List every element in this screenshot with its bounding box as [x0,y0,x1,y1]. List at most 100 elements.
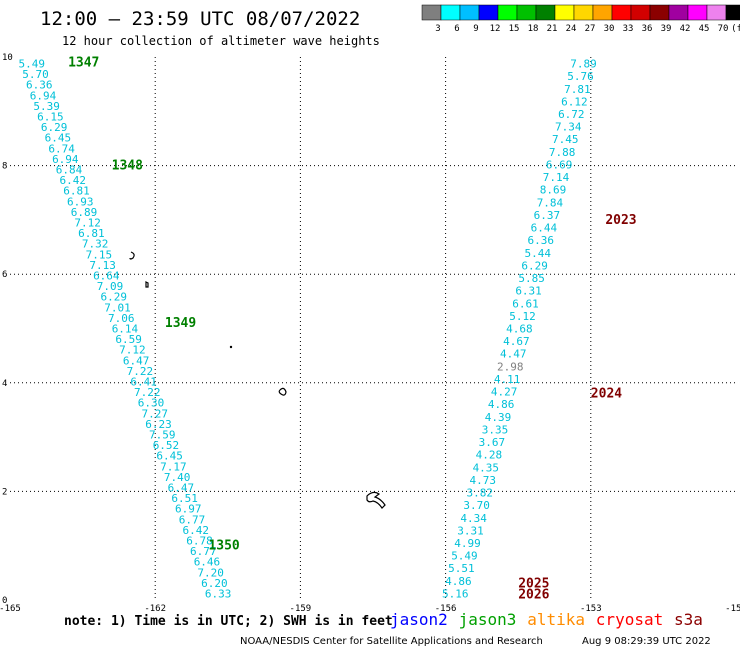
colorbar-label: 6 [454,24,459,34]
colorbar-label: 12 [490,24,501,34]
swh-value: 7.15 [86,248,113,261]
x-tick-label: -162 [144,604,166,614]
swh-value: 4.35 [473,461,500,474]
swh-value: 5.39 [33,100,60,113]
swh-value: 2.98 [497,360,524,373]
swh-value: 7.40 [164,471,191,484]
swh-value: 6.77 [190,545,217,558]
colorbar-label: 36 [642,24,653,34]
swh-value: 5.16 [442,587,469,600]
island-outline [366,491,386,509]
colorbar-label: 15 [509,24,520,34]
swh-value: 6.93 [67,195,94,208]
orbit-label: 2024 [591,387,622,402]
swh-value: 5.12 [509,310,536,323]
swh-value: 6.97 [175,503,202,516]
island-outline [145,281,149,288]
swh-value: 6.69 [546,158,573,171]
swh-value: 6.77 [179,513,206,526]
swh-value: 7.27 [142,407,169,420]
swh-value: 5.49 [19,58,46,71]
swh-value: 4.47 [500,348,527,361]
colorbar-swatch [459,4,480,21]
swh-value: 6.42 [60,174,87,187]
swh-value: 6.51 [171,492,198,505]
colorbar-swatch [516,4,537,21]
swh-value: 4.67 [503,335,530,348]
orbit-label: 2025 [518,577,549,592]
swh-value: 6.29 [101,291,128,304]
swh-value: 7.12 [74,217,101,230]
swh-value: 7.12 [119,344,146,357]
swh-value: 5.85 [518,272,545,285]
swh-value: 7.22 [127,365,154,378]
colorbar-swatch [497,4,518,21]
swh-value: 7.88 [549,146,576,159]
swh-value: 6.46 [194,556,221,569]
swh-value: 6.36 [528,234,555,247]
swh-value: 4.99 [454,537,481,550]
swh-value: 3.70 [463,499,490,512]
swh-value: 8.69 [540,184,567,197]
swh-value: 6.14 [112,323,139,336]
x-tick-label: -153 [580,604,602,614]
swh-value: 7.06 [108,312,135,325]
swh-value: 7.34 [555,121,582,134]
colorbar-swatch [573,4,594,21]
colorbar-swatch [687,4,708,21]
swh-value: 7.01 [104,301,131,314]
swh-value: 6.29 [521,259,548,272]
swh-value: 6.30 [138,397,165,410]
colorbar-swatch [611,4,632,21]
island-outline [229,345,233,349]
swh-value: 4.27 [491,386,518,399]
satellite-legend-item: cryosat [596,610,663,629]
colorbar-label: (ft) [731,24,740,34]
swh-value: 5.76 [567,70,594,83]
colorbar-label: 45 [699,24,710,34]
satellite-legend: jason2 jason3 altika cryosat s3a [390,610,703,629]
swh-value: 6.36 [26,79,53,92]
colorbar-label: 70 [718,24,729,34]
swh-value: 7.13 [89,259,116,272]
colorbar-swatch [421,4,442,21]
x-tick-label: -150 [725,604,740,614]
x-tick-label: -159 [290,604,312,614]
y-tick-label: 4 [2,379,7,389]
swh-value: 6.81 [78,227,105,240]
swh-value: 6.78 [186,534,213,547]
orbit-label: 1348 [112,159,143,174]
swh-value: 7.32 [82,238,109,251]
swh-value: 5.70 [22,68,49,81]
colorbar-label: 9 [473,24,478,34]
colorbar-swatch [725,4,740,21]
colorbar-label: 27 [585,24,596,34]
swh-value: 4.34 [460,512,487,525]
orbit-label: 2023 [605,213,636,228]
timestamp: Aug 9 08:29:39 UTC 2022 [582,636,711,647]
swh-value: 7.09 [97,280,124,293]
satellite-legend-item: jason2 [390,610,448,629]
swh-value: 6.84 [56,164,83,177]
swh-value: 3.82 [466,487,493,500]
swh-value: 7.84 [537,196,564,209]
colorbar-swatch [554,4,575,21]
swh-value: 4.28 [476,449,503,462]
swh-value: 3.31 [457,524,484,537]
swh-value: 6.42 [183,524,210,537]
swh-value: 6.41 [130,375,157,388]
y-tick-label: 2 [2,487,7,497]
swh-value: 6.12 [561,95,588,108]
colorbar-label: 42 [680,24,691,34]
swh-value: 6.61 [512,297,539,310]
swh-value: 6.45 [156,450,183,463]
colorbar-swatch [535,4,556,21]
swh-value: 7.22 [134,386,161,399]
swh-value: 6.74 [48,142,75,155]
swh-value: 6.94 [52,153,79,166]
swh-value: 3.35 [482,423,509,436]
swh-value: 7.17 [160,460,187,473]
swh-value: 4.68 [506,323,533,336]
